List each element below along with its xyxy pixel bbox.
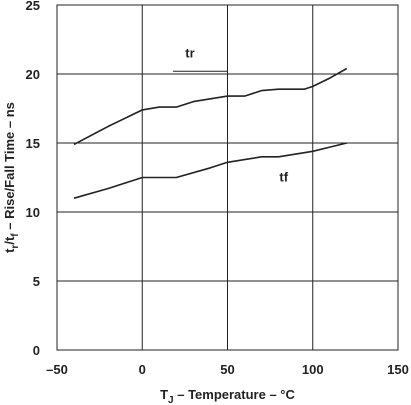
y-tick-label: 10 [26,205,40,220]
x-tick-label: 150 [387,362,409,377]
series-lines [73,67,348,199]
series-label-tf: tf [279,170,288,185]
x-tick-label: 50 [220,362,234,377]
x-tick-label: –50 [46,362,68,377]
y-axis-title-sub-r: r [10,245,21,249]
y-axis-title-rest: – Rise/Fall Time – ns [2,102,17,233]
y-axis-title-t1: t [2,248,17,253]
series-line-tf [73,142,347,199]
x-axis-title-main: T [160,387,168,402]
y-tick-label: 5 [33,274,40,289]
y-tick-labels: 0 5 10 15 20 25 [26,0,40,358]
x-tick-label: 100 [302,362,324,377]
series-line-tr [73,67,348,146]
y-tick-label: 15 [26,136,40,151]
y-axis-title-sub-f: f [10,233,21,237]
series-label-tr: tr [185,45,194,60]
y-tick-label: 25 [26,0,40,13]
x-axis-title-subscript: J [168,395,174,405]
y-tick-label: 0 [33,343,40,358]
x-tick-labels: –50 0 50 100 150 [46,362,409,377]
y-axis-title: tr/tf – Rise/Fall Time – ns [2,102,21,253]
grid-lines [57,5,398,350]
x-axis-title: TJ – Temperature – °C [160,387,295,405]
y-axis-title-mid: /t [2,236,17,245]
plot-frame [56,4,399,351]
x-tick-label: 0 [139,362,146,377]
y-tick-label: 20 [26,67,40,82]
x-axis-title-rest: – Temperature – °C [174,387,296,402]
